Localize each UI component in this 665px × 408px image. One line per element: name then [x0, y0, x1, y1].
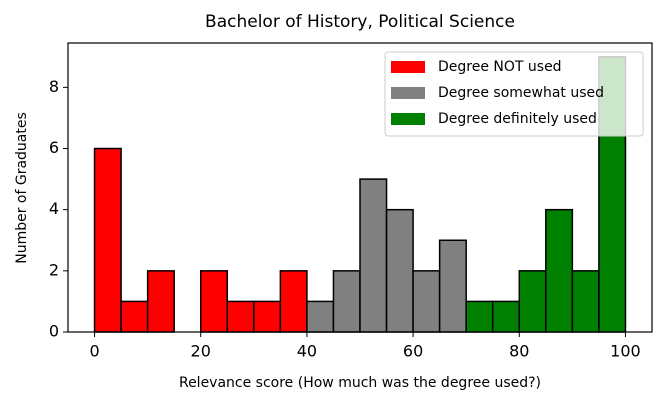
bar: [518, 270, 547, 333]
y-tick-label: 4: [49, 199, 59, 218]
bar: [385, 208, 414, 333]
legend-box: [384, 51, 644, 137]
chart-title: Bachelor of History, Political Science: [205, 12, 515, 32]
x-tick-label: 20: [191, 342, 211, 361]
bar: [438, 239, 467, 333]
legend-swatch: [391, 113, 425, 125]
bar: [412, 270, 441, 333]
bar: [279, 270, 308, 333]
legend-label: Degree NOT used: [438, 59, 562, 75]
bar: [465, 300, 494, 333]
x-tick-label: 0: [89, 342, 99, 361]
legend-label: Degree definitely used: [438, 111, 597, 127]
x-tick-label: 80: [509, 342, 529, 361]
bar: [332, 270, 361, 333]
bar: [359, 178, 388, 333]
y-tick-label: 6: [49, 138, 59, 157]
bar: [226, 300, 255, 333]
y-axis-label: Number of Graduates: [14, 112, 30, 264]
legend-swatch: [391, 61, 425, 73]
x-axis-label: Relevance score (How much was the degree…: [179, 375, 541, 391]
legend-label: Degree somewhat used: [438, 85, 604, 101]
bar: [253, 300, 282, 333]
bar: [545, 208, 574, 333]
plot-frame: [67, 42, 653, 333]
x-tick-label: 100: [610, 342, 641, 361]
bar: [306, 300, 335, 333]
y-tick-label: 0: [49, 322, 59, 341]
x-tick-label: 40: [297, 342, 317, 361]
bar: [93, 147, 122, 333]
bar: [146, 270, 175, 333]
y-tick-label: 8: [49, 77, 59, 96]
bar: [120, 300, 149, 333]
bar: [199, 270, 229, 333]
legend-swatch: [391, 87, 425, 99]
x-tick-label: 60: [403, 342, 423, 361]
bar: [491, 300, 521, 333]
bar: [571, 270, 600, 333]
y-tick-label: 2: [49, 260, 59, 279]
